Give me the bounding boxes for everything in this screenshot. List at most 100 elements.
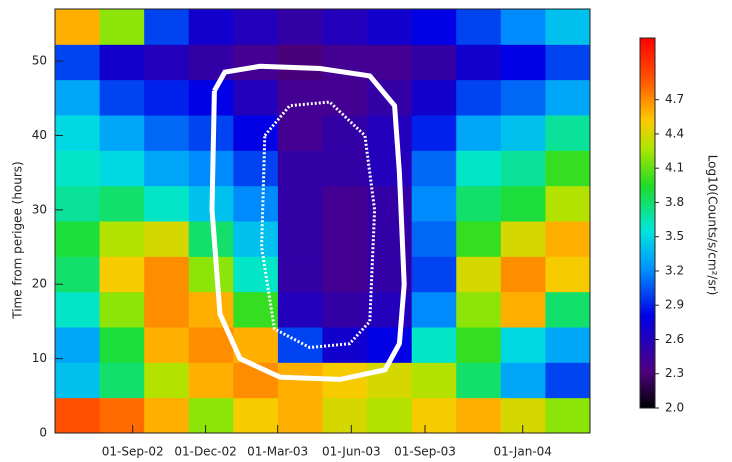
heatmap-cell [456, 80, 501, 116]
heatmap-cell [278, 221, 323, 257]
heatmap-cell [278, 398, 323, 434]
colorbar-label: Log10(Counts/s/cm²/sr) [706, 155, 720, 296]
heatmap-cell [278, 150, 323, 186]
heatmap-cell [323, 256, 368, 292]
heatmap-cell [323, 398, 368, 434]
y-tick-label: 50 [32, 54, 47, 68]
heatmap-cell [100, 186, 145, 222]
heatmap-cell [100, 398, 145, 434]
heatmap-cell [144, 9, 189, 45]
heatmap-cell [545, 9, 590, 45]
x-tick-label: 01-Dec-02 [174, 445, 236, 459]
colorbar-tick-label: 2.0 [665, 401, 684, 415]
heatmap-cell [456, 9, 501, 45]
heatmap-cell [189, 256, 234, 292]
heatmap-cell [456, 292, 501, 328]
heatmap-cell [144, 256, 189, 292]
y-tick-label: 30 [32, 202, 47, 216]
heatmap-cell [144, 115, 189, 151]
heatmap-cell [323, 221, 368, 257]
heatmap-cell [323, 80, 368, 116]
heatmap-cell [55, 150, 100, 186]
colorbar-tick-label: 3.2 [665, 263, 684, 277]
heatmap-cell [501, 80, 546, 116]
y-tick-label: 20 [32, 277, 47, 291]
heatmap-cell [55, 292, 100, 328]
heatmap-cell [501, 115, 546, 151]
heatmap-cell [278, 256, 323, 292]
heatmap-cell [545, 44, 590, 80]
heatmap-cell [501, 327, 546, 363]
heatmap-cell [323, 150, 368, 186]
heatmap-cell [501, 221, 546, 257]
heatmap-cell [100, 221, 145, 257]
heatmap-cell [412, 398, 457, 434]
heatmap-cell [55, 256, 100, 292]
heatmap-cell [412, 9, 457, 45]
y-tick-label: 40 [32, 128, 47, 142]
heatmap-cell [545, 292, 590, 328]
heatmap-cell [456, 44, 501, 80]
heatmap-cell [100, 150, 145, 186]
heatmap-cell [144, 398, 189, 434]
heatmap-cell [412, 80, 457, 116]
colorbar-tick-label: 4.4 [665, 126, 684, 140]
heatmap-cell [233, 9, 278, 45]
heatmap-cell [323, 115, 368, 151]
heatmap-cell [100, 115, 145, 151]
heatmap-cell [233, 221, 278, 257]
heatmap-cell [367, 150, 412, 186]
heatmap-cell [55, 44, 100, 80]
heatmap-cell [367, 362, 412, 398]
y-tick-label: 10 [32, 351, 47, 365]
heatmap-cell [501, 362, 546, 398]
chart: Time from perigee (hours) Log10(Counts/s… [0, 0, 732, 462]
heatmap-cell [278, 186, 323, 222]
heatmap-cell [233, 186, 278, 222]
heatmap-cell [501, 9, 546, 45]
colorbar-tick-label: 4.7 [665, 92, 684, 106]
heatmap-cell [278, 327, 323, 363]
heatmap-cell [545, 115, 590, 151]
heatmap-cell [278, 115, 323, 151]
heatmap-cell [233, 292, 278, 328]
heatmap-cell [456, 362, 501, 398]
heatmap-cell [545, 362, 590, 398]
heatmap-cell [100, 292, 145, 328]
heatmap-cell [412, 44, 457, 80]
heatmap-cell [55, 186, 100, 222]
heatmap-cell [456, 256, 501, 292]
x-tick-label: 01-Sep-03 [394, 445, 456, 459]
heatmap-cell [55, 80, 100, 116]
heatmap-cell [412, 327, 457, 363]
heatmap-cell [100, 9, 145, 45]
heatmap-cell [456, 221, 501, 257]
heatmap-cell [278, 9, 323, 45]
heatmap-cell [144, 292, 189, 328]
heatmap-cell [233, 150, 278, 186]
x-tick-label: 01-Mar-03 [247, 445, 308, 459]
heatmap-cell [100, 80, 145, 116]
heatmap-cell [323, 186, 368, 222]
heatmap-cell [278, 292, 323, 328]
heatmap-cell [501, 256, 546, 292]
heatmap-cell [545, 256, 590, 292]
heatmap-cell [545, 398, 590, 434]
x-tick-label: 01-Jan-04 [494, 445, 552, 459]
y-tick-label: 0 [39, 426, 47, 440]
x-tick-label: 01-Sep-02 [102, 445, 164, 459]
heatmap-cell [144, 362, 189, 398]
colorbar-tick-label: 2.6 [665, 332, 684, 346]
heatmap-cell [55, 9, 100, 45]
heatmap-cell [412, 362, 457, 398]
heatmap-cell [233, 256, 278, 292]
heatmap-cell [545, 221, 590, 257]
heatmap-cell [144, 80, 189, 116]
heatmap-cell [367, 44, 412, 80]
colorbar [640, 38, 655, 408]
heatmap-cell [412, 221, 457, 257]
heatmap-cell [233, 398, 278, 434]
heatmap-cell [144, 221, 189, 257]
plot-area [55, 9, 591, 434]
heatmap-cell [55, 327, 100, 363]
